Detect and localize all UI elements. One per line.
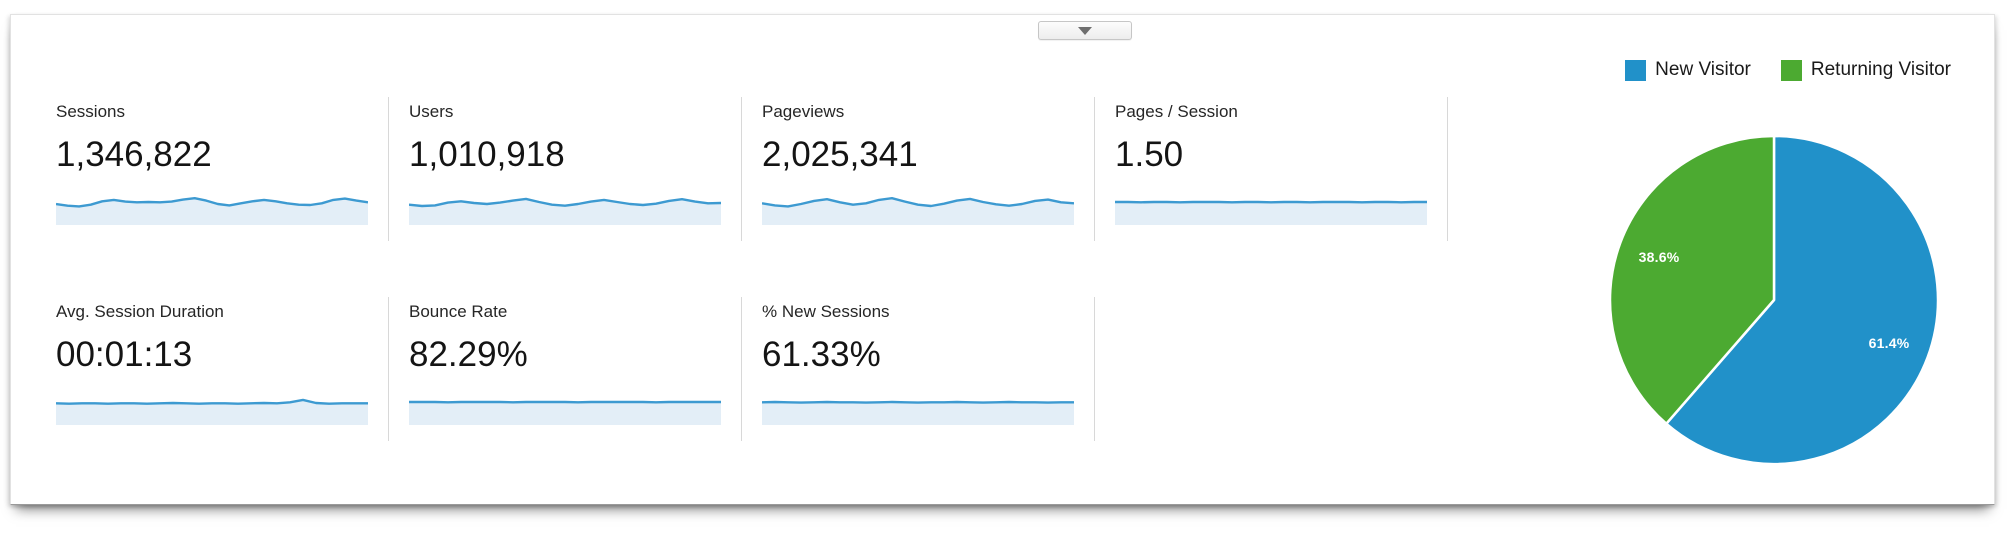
legend-label: Returning Visitor [1810,59,1951,80]
metric-value: 00:01:13 [56,335,193,374]
collapse-panel-button[interactable] [1038,21,1132,40]
metric-value: 1,010,918 [409,135,565,174]
metric-label: Users [409,102,454,121]
metric-percent-new-sessions: % New Sessions 61.33% [742,297,1095,441]
metric-value: 1.50 [1115,135,1184,174]
metric-label: Avg. Session Duration [56,302,224,321]
pie-legend: New Visitor Returning Visitor [1625,59,1951,81]
metrics-row-2: Avg. Session Duration 00:01:13 Bounce Ra… [36,297,1095,441]
metric-pageviews: Pageviews 2,025,341 [742,97,1095,241]
metric-value: 1,346,822 [56,135,212,174]
metric-label: Bounce Rate [409,302,508,321]
legend-item-returning-visitor: Returning Visitor [1780,59,1951,81]
metric-value: 2,025,341 [762,135,918,174]
metrics-row-1: Sessions 1,346,822 Users 1,010,918 Pagev… [36,97,1448,241]
metric-label: % New Sessions [762,302,890,321]
metric-bounce-rate: Bounce Rate 82.29% [389,297,742,441]
legend-item-new-visitor: New Visitor [1625,59,1751,81]
returning-visitor-swatch-icon [1780,59,1802,81]
metric-avg-session-duration: Avg. Session Duration 00:01:13 [36,297,389,441]
chevron-down-icon [1078,27,1092,35]
percent-new-sessions-sparkline-chart [762,385,1074,425]
users-sparkline-chart [409,185,721,225]
legend-label: New Visitor [1655,59,1751,80]
avg-session-duration-sparkline-chart [56,385,368,425]
metric-users: Users 1,010,918 [389,97,742,241]
audience-overview-panel: New Visitor Returning Visitor Sessions 1… [10,14,1995,505]
metric-value: 61.33% [762,335,881,374]
visitor-type-pie-chart[interactable]: 61.4% 38.6% [1606,132,1942,468]
metric-label: Pageviews [762,102,845,121]
metric-sessions: Sessions 1,346,822 [36,97,389,241]
pageviews-sparkline-chart [762,185,1074,225]
new-visitor-swatch-icon [1625,59,1647,81]
metric-pages-per-session: Pages / Session 1.50 [1095,97,1448,241]
bounce-rate-sparkline-chart [409,385,721,425]
sessions-sparkline-chart [56,185,368,225]
metric-label: Pages / Session [1115,102,1238,121]
metric-value: 82.29% [409,335,528,374]
metric-label: Sessions [56,102,125,121]
pages-per-session-sparkline-chart [1115,185,1427,225]
